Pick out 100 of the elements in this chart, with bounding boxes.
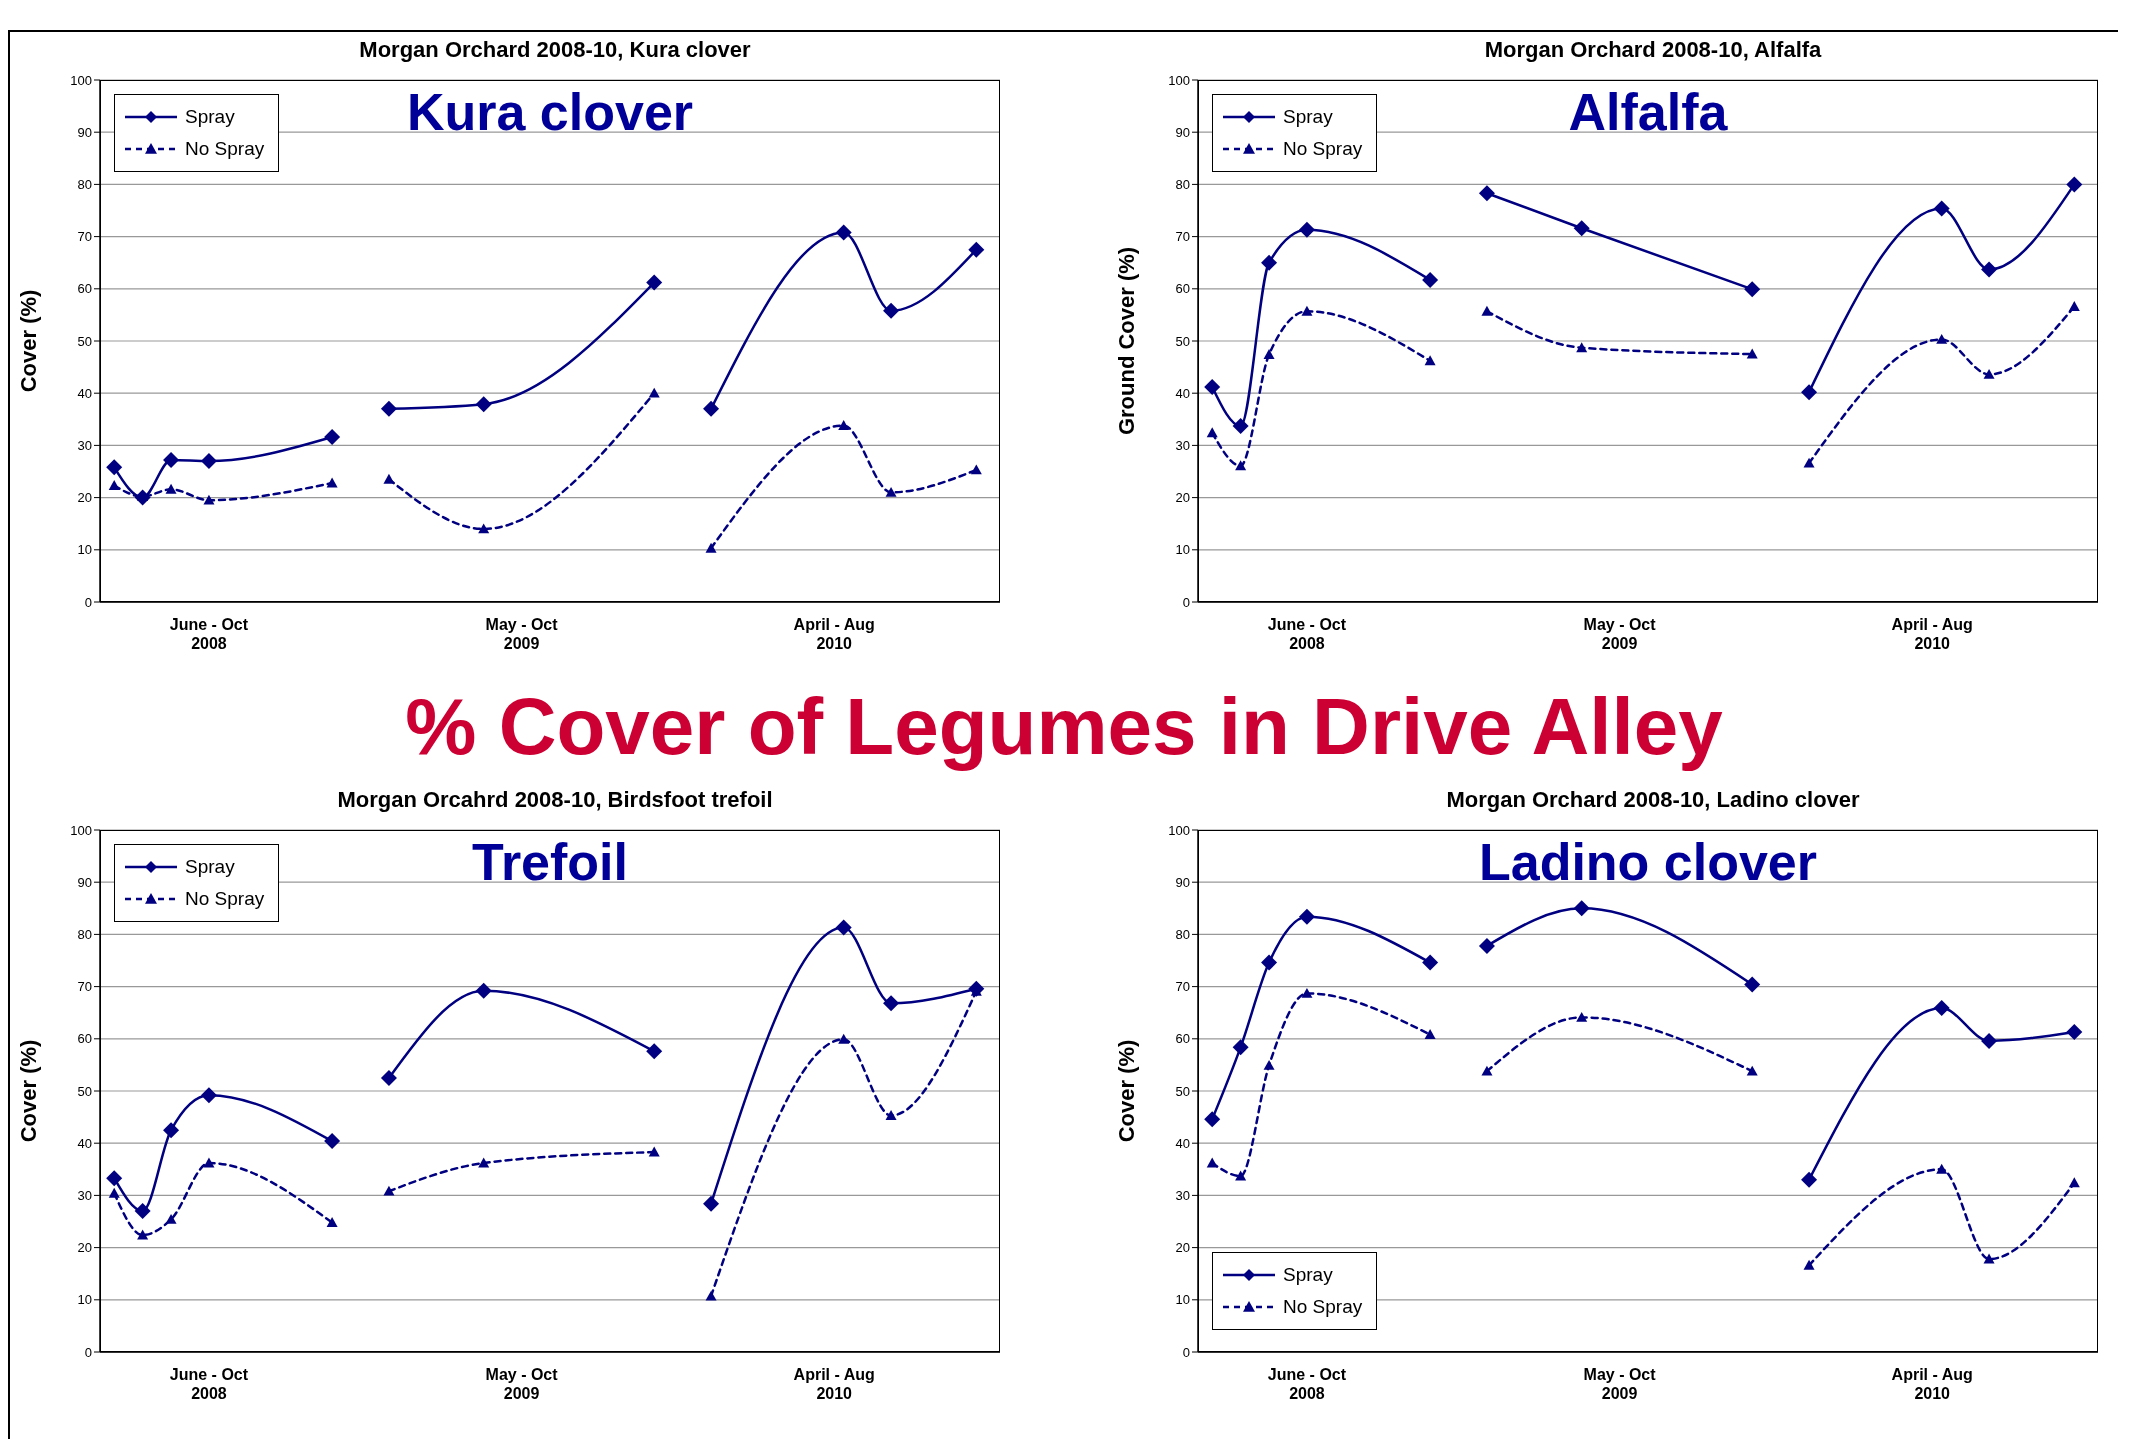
y-tick-label: 10 bbox=[77, 542, 92, 558]
y-tick-label: 30 bbox=[1175, 1188, 1190, 1204]
point bbox=[1801, 1171, 1818, 1188]
y-tick-label: 40 bbox=[77, 385, 92, 401]
y-tick-label: 70 bbox=[77, 229, 92, 245]
y-tick-label: 20 bbox=[77, 1240, 92, 1256]
point bbox=[885, 1110, 897, 1120]
y-tick-label: 20 bbox=[1175, 1240, 1190, 1256]
chart-title: Morgan Orcahrd 2008-10, Birdsfoot trefoil bbox=[336, 786, 774, 814]
point bbox=[648, 1146, 660, 1157]
point bbox=[1206, 1157, 1218, 1168]
y-tick-label: 100 bbox=[70, 822, 92, 838]
point bbox=[883, 302, 900, 319]
legend-label: Spray bbox=[185, 106, 235, 128]
x-tick-label: April - Aug 2010 bbox=[793, 1366, 875, 1402]
y-tick-label: 60 bbox=[1175, 281, 1190, 297]
x-tick-label: June - Oct 2008 bbox=[169, 616, 249, 652]
point bbox=[1301, 987, 1313, 998]
point bbox=[705, 1290, 717, 1301]
point bbox=[1803, 457, 1815, 468]
point bbox=[1573, 220, 1590, 237]
point bbox=[646, 1043, 663, 1060]
y-tick-label: 0 bbox=[1182, 1344, 1190, 1360]
point bbox=[324, 1133, 341, 1150]
point bbox=[2068, 301, 2080, 311]
x-tick-label: May - Oct 2009 bbox=[1583, 1366, 1657, 1402]
y-tick-label: 40 bbox=[1175, 385, 1190, 401]
point bbox=[1981, 261, 1998, 278]
point bbox=[137, 1229, 149, 1240]
x-tick-label: June - Oct 2008 bbox=[169, 1366, 249, 1402]
point bbox=[1481, 1065, 1493, 1076]
point bbox=[478, 523, 490, 534]
point bbox=[1206, 427, 1218, 438]
point bbox=[326, 1217, 338, 1227]
x-tick-label: April - Aug 2010 bbox=[1891, 616, 1973, 652]
point bbox=[970, 464, 982, 475]
point bbox=[883, 995, 900, 1012]
y-tick-label: 40 bbox=[77, 1135, 92, 1151]
point bbox=[703, 400, 720, 417]
y-tick-label: 60 bbox=[1175, 1031, 1190, 1047]
y-tick-label: 30 bbox=[77, 1188, 92, 1204]
point bbox=[1263, 1059, 1275, 1070]
y-tick-label: 20 bbox=[77, 490, 92, 506]
y-tick-label: 100 bbox=[1168, 822, 1190, 838]
chart-title: Morgan Orchard 2008-10, Kura clover bbox=[358, 36, 752, 64]
point bbox=[106, 459, 123, 476]
point bbox=[1298, 908, 1315, 925]
y-tick-label: 50 bbox=[77, 333, 92, 349]
point bbox=[163, 1122, 180, 1139]
chart-title: Morgan Orchard 2008-10, Alfalfa bbox=[1483, 36, 1823, 64]
point bbox=[1576, 1011, 1588, 1022]
y-tick-label: 70 bbox=[1175, 979, 1190, 995]
x-tick-label: June - Oct 2008 bbox=[1267, 1366, 1347, 1402]
y-tick-label: 30 bbox=[77, 438, 92, 454]
point bbox=[1576, 342, 1588, 353]
y-axis-title: Cover (%) bbox=[15, 1039, 41, 1143]
point bbox=[1933, 200, 1950, 217]
x-tick-label: April - Aug 2010 bbox=[1891, 1366, 1973, 1402]
legend-label: No Spray bbox=[1283, 1296, 1363, 1318]
point bbox=[1298, 221, 1315, 238]
point bbox=[648, 387, 660, 398]
y-tick-label: 30 bbox=[1175, 438, 1190, 454]
point bbox=[106, 1170, 123, 1187]
y-tick-label: 70 bbox=[1175, 229, 1190, 245]
y-tick-label: 90 bbox=[1175, 874, 1190, 890]
y-axis-title: Ground Cover (%) bbox=[1113, 246, 1139, 436]
point bbox=[1235, 1170, 1247, 1181]
point bbox=[383, 1185, 395, 1196]
point bbox=[2066, 1024, 2083, 1041]
y-tick-label: 80 bbox=[77, 927, 92, 943]
annotation: Kura clover bbox=[406, 83, 694, 141]
point bbox=[1424, 1029, 1436, 1040]
point bbox=[703, 1195, 720, 1212]
x-tick-label: April - Aug 2010 bbox=[793, 616, 875, 652]
point bbox=[646, 274, 663, 291]
point bbox=[1573, 900, 1590, 917]
y-tick-label: 0 bbox=[84, 594, 92, 610]
chart-title: Morgan Orchard 2008-10, Ladino clover bbox=[1445, 786, 1861, 814]
text: % Cover of Legumes in Drive Alley bbox=[405, 681, 1723, 773]
legend-label: No Spray bbox=[1283, 138, 1363, 160]
point bbox=[1478, 185, 1495, 202]
point bbox=[1481, 305, 1493, 316]
point bbox=[838, 1033, 850, 1044]
point bbox=[1263, 349, 1275, 359]
y-tick-label: 80 bbox=[1175, 177, 1190, 193]
point bbox=[1301, 305, 1313, 316]
point bbox=[203, 494, 215, 505]
y-tick-label: 50 bbox=[77, 1083, 92, 1099]
point bbox=[1983, 1253, 1995, 1264]
point bbox=[108, 480, 120, 490]
point bbox=[1936, 1163, 1948, 1174]
point bbox=[475, 982, 492, 999]
y-tick-label: 20 bbox=[1175, 490, 1190, 506]
point bbox=[1933, 1000, 1950, 1016]
y-tick-label: 10 bbox=[1175, 542, 1190, 558]
x-tick-label: June - Oct 2008 bbox=[1267, 616, 1347, 652]
point bbox=[478, 1157, 490, 1168]
point bbox=[1422, 954, 1439, 971]
y-tick-label: 70 bbox=[77, 979, 92, 995]
y-tick-label: 60 bbox=[77, 1031, 92, 1047]
